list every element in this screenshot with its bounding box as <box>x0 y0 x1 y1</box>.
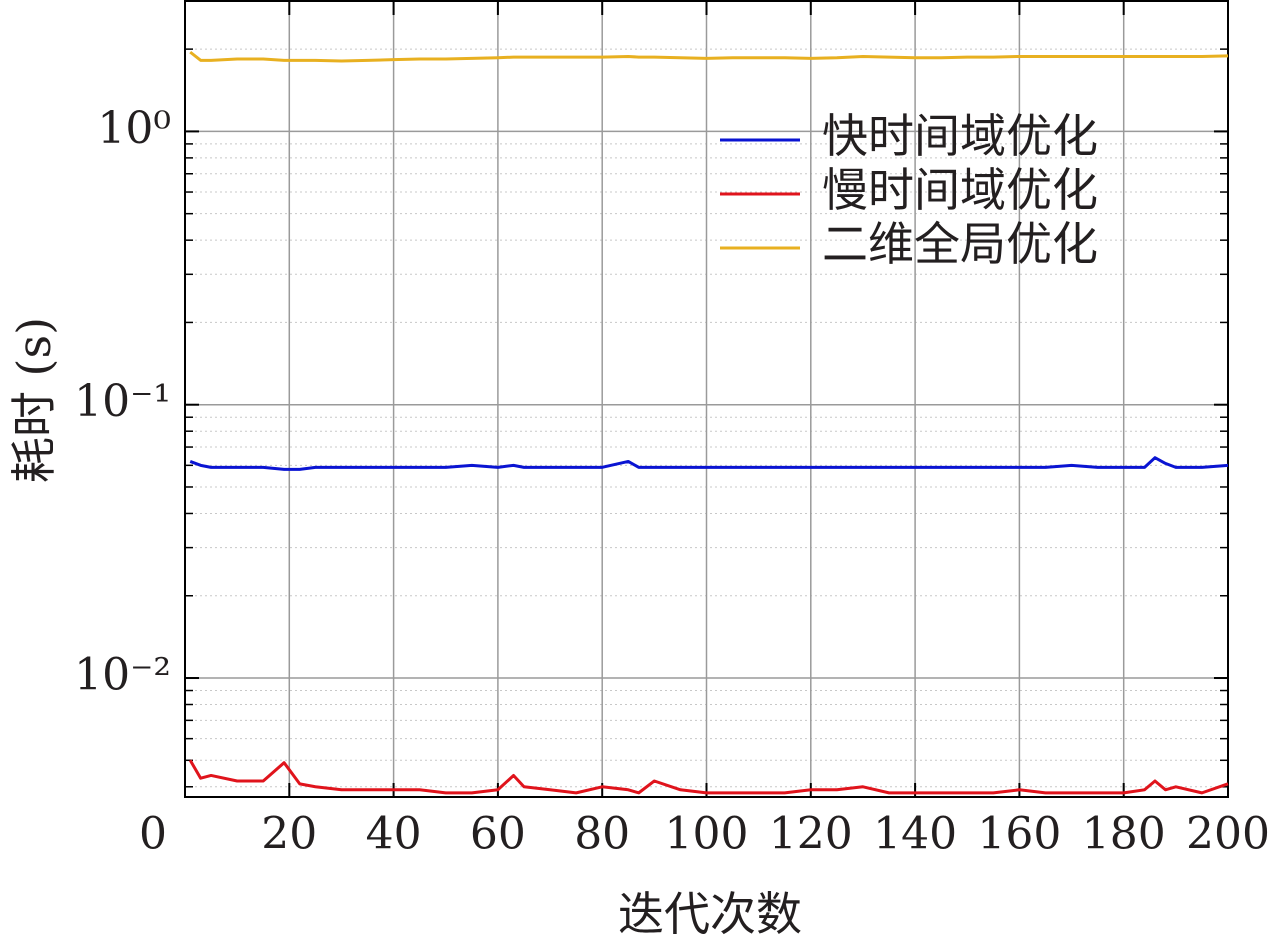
y-tick-label: 10⁰ <box>97 103 171 154</box>
legend-label: 二维全局优化 <box>822 217 1098 271</box>
x-tick-label: 60 <box>470 809 526 860</box>
y-axis-label: 耗时 (s) <box>7 317 61 483</box>
x-tick-label: 180 <box>1082 809 1166 860</box>
series-line <box>189 456 1229 471</box>
legend-label: 慢时间域优化 <box>822 163 1098 217</box>
x-tick-label: 120 <box>769 809 853 860</box>
x-tick-label: 140 <box>873 809 957 860</box>
x-tick-label: 100 <box>665 809 749 860</box>
x-tick-label: 20 <box>261 809 317 860</box>
x-tick-label: 200 <box>1186 809 1270 860</box>
legend-label: 快时间域优化 <box>822 109 1098 163</box>
y-tick-label: 10⁻² <box>74 650 171 701</box>
x-tick-label: 160 <box>977 809 1061 860</box>
x-tick-label: 0 <box>139 809 167 860</box>
x-axis-label: 迭代次数 <box>618 887 802 941</box>
x-tick-label: 80 <box>574 809 630 860</box>
series-line <box>189 50 1229 63</box>
series-line <box>188 759 1229 795</box>
x-tick-label: 40 <box>366 809 422 860</box>
plot-frame <box>184 0 1229 798</box>
y-tick-label: 10⁻¹ <box>74 376 171 427</box>
